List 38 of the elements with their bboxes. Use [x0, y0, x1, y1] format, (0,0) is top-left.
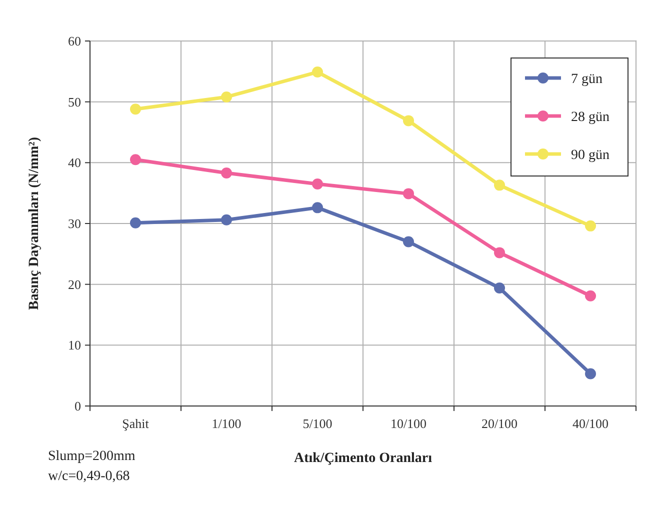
point [585, 290, 596, 302]
y-tick-label: 20 [68, 276, 81, 292]
x-tick-label: 5/100 [302, 416, 332, 431]
point [494, 180, 505, 191]
x-tick-label: 20/100 [481, 416, 518, 431]
point [585, 220, 596, 232]
point [403, 236, 414, 248]
point [494, 282, 505, 294]
y-tick-label: 50 [68, 94, 81, 110]
legend-label: 90 gün [571, 148, 610, 163]
text: Slump=200mm [48, 449, 136, 464]
point [312, 202, 323, 214]
point [130, 104, 141, 115]
point [130, 154, 141, 166]
point [221, 214, 232, 226]
x-tick-label: 1/100 [212, 416, 242, 431]
point [403, 115, 414, 126]
y-tick-label: 0 [74, 398, 81, 414]
point [221, 91, 232, 102]
x-tick-label: 10/100 [390, 416, 427, 431]
y-tick-label: 30 [68, 216, 81, 232]
point [221, 168, 232, 179]
y-tick-label: 60 [68, 34, 81, 49]
point [585, 368, 596, 380]
x-axis-title: Atık/Çimento Oranları [294, 451, 432, 466]
x-tick-label: 40/100 [572, 416, 609, 431]
y-axis-title: Basınç Dayanımları (N/mm²) [27, 136, 42, 310]
legend-label: 7 gün [571, 72, 602, 87]
point [403, 188, 414, 200]
text: w/c=0,49-0,68 [48, 469, 130, 484]
point [494, 247, 505, 258]
y-tick-label: 40 [68, 155, 81, 170]
point [312, 66, 323, 78]
point [130, 217, 141, 228]
legend-label: 28 gün [571, 110, 610, 125]
point [312, 178, 323, 190]
y-tick-label: 10 [68, 338, 81, 353]
x-tick-label: Şahit [122, 416, 150, 431]
